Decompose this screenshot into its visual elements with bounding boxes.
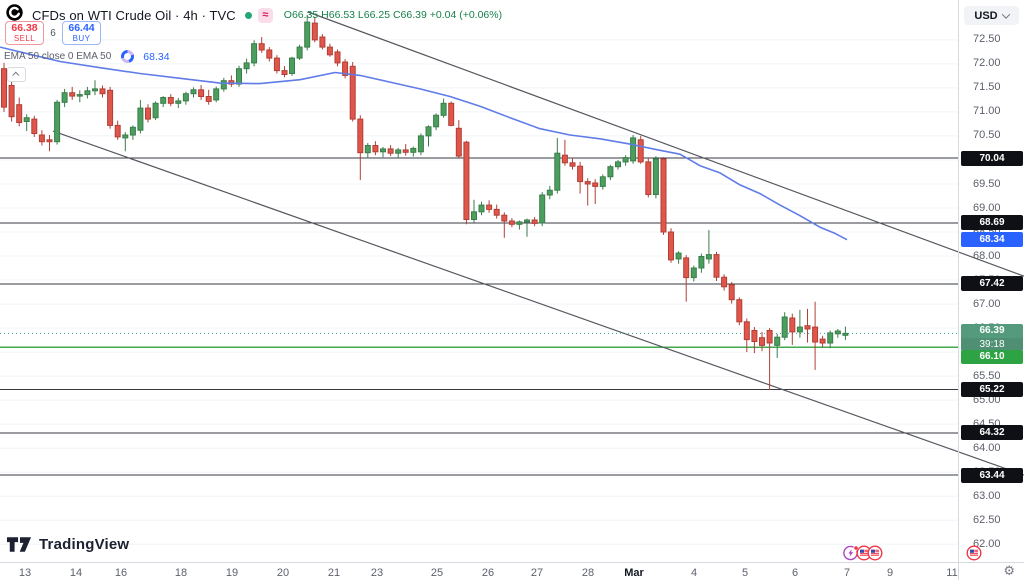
currency-selector-button[interactable]: USD [964, 6, 1019, 25]
price-tick-label: 62.00 [973, 537, 1001, 550]
time-tick-label: 7 [843, 567, 851, 579]
candlestick-series [1, 14, 849, 390]
time-axis[interactable]: ⚙ 13 14 16 18 19 20 21 23 25 26 27 28 Mar 4 5 6 7 9 11 [0, 562, 1024, 580]
buy-price: 66.44 [68, 21, 95, 34]
tradingview-logo-icon [7, 537, 32, 552]
indicator-loading-spinner-icon [121, 50, 135, 63]
currency-label: USD [974, 9, 998, 22]
economic-event-flag-icon[interactable] [966, 545, 982, 561]
chevron-up-icon [12, 71, 20, 79]
price-tick-label: 68.00 [973, 249, 1001, 262]
chart-legend-header: CFDs on WTI Crude Oil · 4h · TVC ≈ O66.3… [6, 4, 502, 26]
sell-price: 66.38 [11, 21, 38, 34]
price-tick-label: 62.50 [973, 513, 1001, 526]
price-tick-label: 69.00 [973, 201, 1001, 214]
tradingview-logo-text: TradingView [39, 536, 130, 553]
ema50-line [0, 46, 848, 241]
price-tick-label: 72.00 [973, 57, 1001, 70]
economic-event-bolt-icon[interactable] [843, 545, 859, 561]
price-level-badge: 67.42 [961, 276, 1023, 292]
chart-plot-area[interactable] [0, 0, 1024, 562]
buy-button[interactable]: 66.44 BUY [62, 21, 101, 45]
time-tick-label: 6 [791, 567, 799, 579]
price-axis[interactable]: USD 72.5072.0071.5071.0070.5070.0069.506… [958, 0, 1024, 562]
time-tick-label: 23 [370, 567, 384, 579]
time-tick-label: 13 [18, 567, 32, 579]
chart-canvas[interactable] [0, 0, 1024, 562]
chevron-down-icon [1001, 9, 1010, 19]
price-tick-label: 63.00 [973, 489, 1001, 502]
spread-value: 6 [50, 27, 56, 39]
gear-icon[interactable]: ⚙ [1003, 564, 1015, 579]
price-level-badge: 63.44 [961, 467, 1023, 483]
price-level-badge: 64.32 [961, 425, 1023, 441]
price-tick-label: 65.50 [973, 369, 1001, 382]
legend-collapse-button[interactable] [7, 67, 26, 82]
minds-icon[interactable]: ≈ [257, 7, 273, 23]
time-tick-label: 26 [481, 567, 495, 579]
time-tick-label: 25 [430, 567, 444, 579]
ohlc-values: O66.35 H66.53 L66.25 C66.39 +0.04 (+0.06… [283, 9, 503, 21]
time-tick-label: 18 [174, 567, 188, 579]
axis-separator [958, 563, 959, 580]
price-tick-label: 72.50 [973, 33, 1001, 46]
time-tick-label: 19 [225, 567, 239, 579]
green-line-badge: 66.10 [961, 350, 1023, 365]
sell-button[interactable]: 66.38 SELL [5, 21, 44, 45]
price-tick-label: 71.50 [973, 81, 1001, 94]
current-price-badge: 66.39 39:18 [961, 324, 1023, 352]
symbol-title[interactable]: CFDs on WTI Crude Oil · 4h · TVC [32, 7, 236, 23]
symbol-logo-icon [6, 4, 23, 26]
time-tick-label: 11 [946, 567, 958, 579]
price-level-badge: 65.22 [961, 382, 1023, 398]
price-tick-label: 64.00 [973, 441, 1001, 454]
time-tick-label: 21 [327, 567, 341, 579]
time-tick-label: 4 [690, 567, 698, 579]
time-tick-label: 27 [530, 567, 544, 579]
time-tick-label: 28 [581, 567, 595, 579]
price-tick-label: 70.50 [973, 129, 1001, 142]
time-tick-label: 5 [741, 567, 749, 579]
time-tick-label: 14 [69, 567, 83, 579]
time-tick-label: 16 [114, 567, 128, 579]
ema-legend-value: 68.34 [143, 50, 170, 63]
price-level-badge: 68.69 [961, 215, 1023, 231]
ema-value-badge: 68.34 [961, 231, 1023, 247]
market-status-dot-icon [244, 11, 252, 19]
price-tick-label: 67.00 [973, 297, 1001, 310]
indicator-legend[interactable]: EMA 50 close 0 EMA 50 68.34 [4, 50, 170, 63]
economic-event-flag-icon[interactable] [867, 545, 883, 561]
price-tick-label: 71.00 [973, 105, 1001, 118]
sell-label: SELL [13, 33, 36, 43]
trade-buttons: 66.38 SELL 6 66.44 BUY [5, 21, 101, 45]
time-tick-label: Mar [624, 567, 644, 579]
ema-legend-label: EMA 50 close 0 EMA 50 [4, 51, 112, 62]
tradingview-logo[interactable]: TradingView [7, 536, 129, 553]
time-tick-label: 9 [886, 567, 894, 579]
price-tick-label: 69.50 [973, 177, 1001, 190]
buy-label: BUY [72, 33, 91, 43]
price-level-badge: 70.04 [961, 150, 1023, 166]
time-tick-label: 20 [276, 567, 290, 579]
